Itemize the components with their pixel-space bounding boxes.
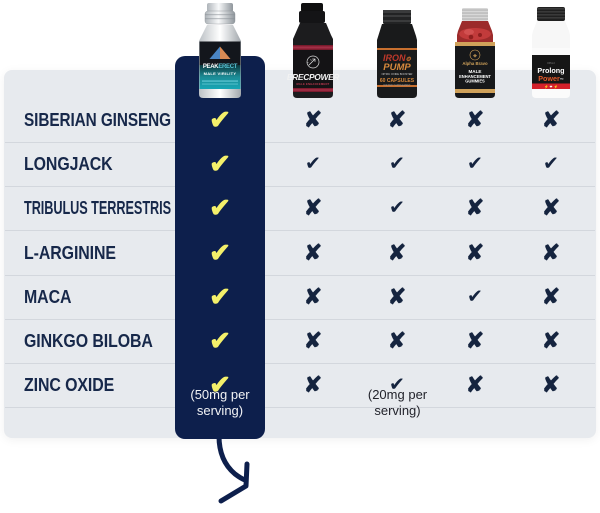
svg-text:PUMP: PUMP — [383, 62, 411, 73]
svg-text:⚡ ❤ ⚡: ⚡ ❤ ⚡ — [544, 84, 558, 89]
svg-text:ERECPOWER: ERECPOWER — [287, 72, 339, 82]
svg-text:PEAKERECT: PEAKERECT — [203, 64, 238, 70]
svg-text:NITRIC OXIDE BOOSTER: NITRIC OXIDE BOOSTER — [382, 72, 413, 76]
svg-text:GUMMIES: GUMMIES — [465, 79, 485, 84]
svg-text:❖: ❖ — [473, 53, 478, 59]
svg-text:DIETARY SUPPLEMENT: DIETARY SUPPLEMENT — [384, 84, 412, 87]
svg-text:=Pro=: =Pro= — [547, 61, 555, 65]
svg-text:MALE ENHANCEMENT: MALE ENHANCEMENT — [296, 82, 329, 86]
svg-text:MALE VIRILITY: MALE VIRILITY — [204, 71, 237, 76]
svg-text:Alpha Bravo: Alpha Bravo — [462, 61, 488, 66]
